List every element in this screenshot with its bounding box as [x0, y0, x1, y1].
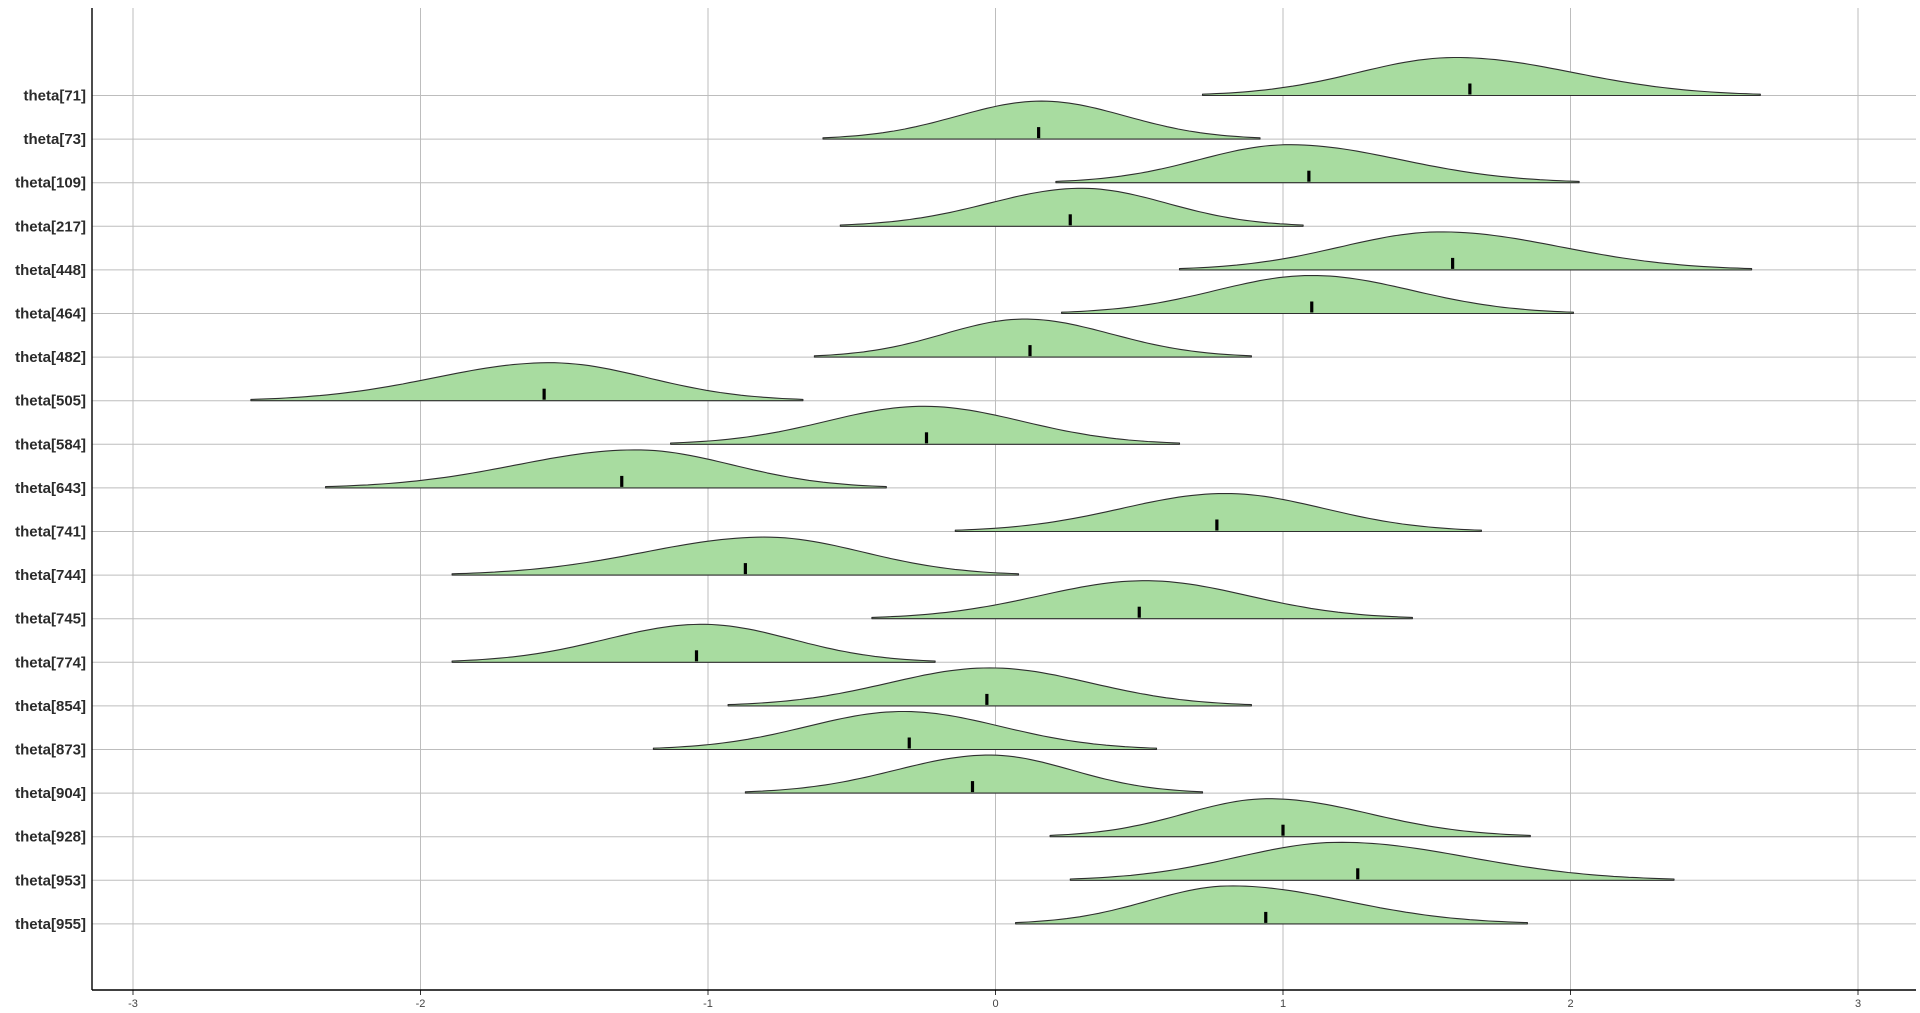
y-axis-label: theta[928] [15, 829, 86, 846]
x-tick-label: -1 [703, 998, 713, 1010]
y-axis-label: theta[505] [15, 393, 86, 410]
y-axis-label: theta[71] [23, 88, 86, 105]
y-axis-label: theta[217] [15, 218, 86, 235]
density-ridge [1061, 274, 1574, 315]
ridges [250, 56, 1761, 925]
density-ridge [670, 405, 1181, 445]
y-axis-label: theta[854] [15, 698, 86, 715]
density-ridge [451, 623, 936, 663]
y-axis-label: theta[482] [15, 349, 86, 366]
x-tick-label: 2 [1567, 998, 1573, 1010]
x-axis-labels: -3 -2 -1 0 1 2 3 [128, 998, 1861, 1010]
x-tick-label: 1 [1280, 998, 1286, 1010]
y-axis-label: theta[774] [15, 654, 86, 671]
density-ridge [1201, 56, 1761, 97]
x-tick-label: -2 [416, 998, 426, 1010]
density-ridge [1049, 798, 1531, 838]
density-ridge [954, 492, 1482, 533]
density-ridge [727, 667, 1252, 707]
density-ridge [744, 754, 1204, 794]
density-ridge [325, 449, 887, 489]
density-ridge [839, 187, 1304, 227]
y-axis-label: theta[584] [15, 436, 86, 453]
density-ridge [1055, 144, 1580, 184]
y-axis-label: theta[955] [15, 916, 86, 933]
y-axis-label: theta[448] [15, 262, 86, 279]
x-tick-label: 3 [1855, 998, 1861, 1010]
density-ridge [451, 536, 1020, 576]
density-ridge [813, 318, 1252, 358]
x-tick-label: -3 [128, 998, 138, 1010]
y-axis-label: theta[744] [15, 567, 86, 584]
y-axis-label: theta[873] [15, 742, 86, 759]
y-axis-label: theta[745] [15, 611, 86, 628]
y-axis-label: theta[109] [15, 175, 86, 192]
x-tick-label: 0 [992, 998, 998, 1010]
density-ridge [1178, 231, 1753, 271]
y-axis-label: theta[953] [15, 872, 86, 889]
density-ridge [652, 710, 1158, 751]
y-axis-label: theta[643] [15, 480, 86, 497]
density-ridge [250, 362, 804, 402]
axes [91, 8, 1916, 995]
density-ridge [822, 100, 1261, 140]
y-axis-label: theta[904] [15, 785, 86, 802]
y-axis-label: theta[464] [15, 306, 86, 323]
density-ridge [1069, 841, 1675, 881]
y-axis-label: theta[73] [23, 131, 86, 148]
y-axis-labels: theta[71] theta[73] theta[109] theta[217] th… [15, 88, 86, 933]
density-ridge [1015, 885, 1528, 925]
y-axis-label: theta[741] [15, 524, 86, 541]
density-ridge [871, 580, 1413, 620]
